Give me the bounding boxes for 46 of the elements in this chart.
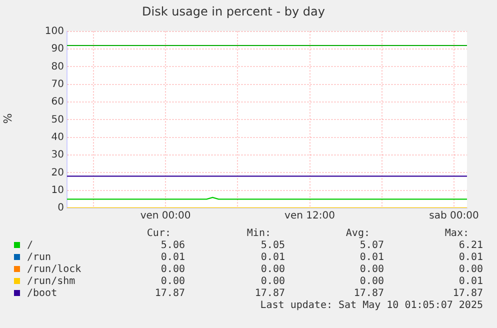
text: 17.87 [452,288,483,299]
text: 0.00 [458,264,483,275]
y-tick-label: 70 [51,78,64,90]
x-tick-label: sab 00:00 [429,210,479,222]
text: Avg: [344,228,370,239]
text: 6.21 [458,240,483,251]
y-tick-label: 10 [51,184,64,196]
chart-title: Disk usage in percent - by day [142,4,325,18]
text: 5.07 [358,240,384,251]
x-tick-label: ven 00:00 [140,210,191,222]
y-tick-label: 90 [51,44,64,55]
text: Min: [246,228,271,239]
legend-label: /run/lock [27,264,82,275]
y-tick-label: 30 [51,150,64,161]
text: 0.01 [260,252,285,263]
text: 0.00 [160,276,185,287]
y-tick-label: 80 [51,61,64,72]
text: 5.05 [260,240,285,251]
x-tick-label: ven 12:00 [284,210,335,222]
legend-label: /run [27,252,52,263]
y-tick-label: 50 [51,114,64,126]
text: 0.01 [458,276,483,287]
legend-label: /boot [27,288,58,299]
text: 0.01 [358,252,384,263]
y-axis-title: % [2,113,15,124]
text: Last update: Sat May 10 01:05:07 2025 [260,300,483,311]
text: Max: [444,228,469,239]
text: 17.87 [154,288,185,299]
y-tick-label: 0 [58,202,64,214]
legend-label: / [27,240,34,251]
text: 0.00 [358,276,384,287]
y-tick-label: 20 [51,167,64,178]
text: 0.01 [160,252,185,263]
y-tick-label: 40 [51,132,64,143]
text: 0.00 [358,264,384,275]
legend-label: /run/shm [27,276,76,287]
text: 0.01 [458,252,483,263]
text: 0.00 [260,276,285,287]
text: 17.87 [254,288,285,299]
text: 5.06 [160,240,185,251]
text: 0.00 [160,264,185,275]
y-tick-label: 100 [44,26,64,37]
text: 17.87 [352,288,384,299]
y-tick-label: 60 [51,96,64,108]
text: 0.00 [260,264,285,275]
text: Cur: [146,228,171,239]
